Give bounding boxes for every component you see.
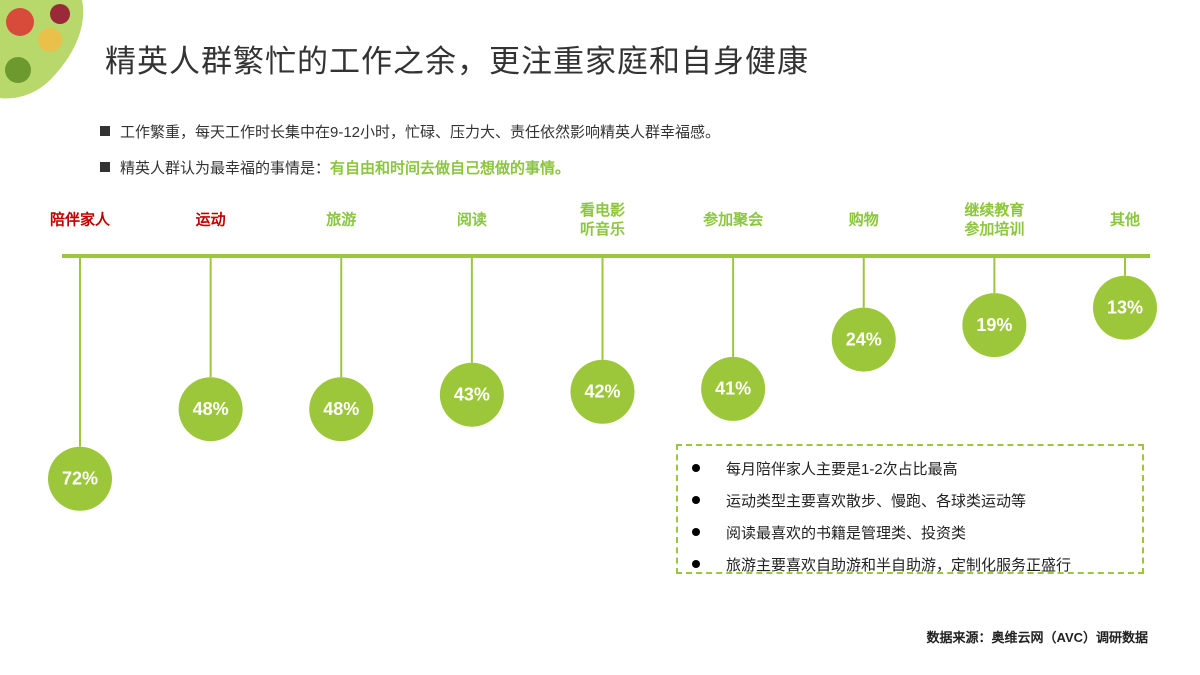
value-label: 48% (323, 399, 359, 419)
note-text: 每月陪伴家人主要是1-2次占比最高 (726, 461, 958, 478)
bullet-text: 精英人群认为最幸福的事情是： (120, 160, 331, 177)
decor-image (0, 0, 84, 99)
note: 每月陪伴家人主要是1-2次占比最高 (692, 458, 1142, 490)
note-text: 旅游主要喜欢自助游和半自助游，定制化服务正盛行 (726, 557, 1072, 574)
note-text: 运动类型主要喜欢散步、慢跑、各球类运动等 (726, 493, 1027, 510)
value-bubble (48, 446, 112, 511)
value-label: 19% (976, 315, 1012, 335)
bullet: 工作繁重，每天工作时长集中在9-12小时，忙碌、压力大、责任依然影响精英人群幸福… (100, 121, 720, 142)
category-label: 旅游 (326, 211, 357, 229)
category-label: 参加聚会 (703, 211, 764, 229)
value-label: 48% (193, 399, 229, 419)
value-label: 42% (584, 382, 620, 402)
category-label: 阅读 (456, 211, 487, 229)
category-label: 运动 (195, 211, 226, 229)
value-bubble (178, 377, 243, 442)
value-label: 13% (1107, 297, 1143, 317)
value-bubble (570, 359, 635, 424)
category-label: 其他 (1109, 211, 1140, 229)
category-label: 购物 (848, 211, 879, 229)
bullet: 精英人群认为最幸福的事情是：有自由和时间去做自己想做的事情。 (100, 157, 570, 178)
value-label: 43% (454, 384, 490, 404)
note-text: 阅读最喜欢的书籍是管理类、投资类 (726, 525, 967, 542)
value-label: 24% (846, 329, 882, 349)
source: 数据来源：奥维云网（AVC）调研数据 (926, 630, 1148, 645)
value-bubble (439, 362, 504, 427)
bullet-text: 工作繁重，每天工作时长集中在9-12小时，忙碌、压力大、责任依然影响精英人群幸福… (120, 124, 721, 141)
title: 精英人群繁忙的工作之余，更注重家庭和自身健康 (105, 44, 809, 79)
note: 运动类型主要喜欢散步、慢跑、各球类运动等 (692, 490, 1142, 522)
note: 阅读最喜欢的书籍是管理类、投资类 (692, 522, 1142, 554)
value-bubble (701, 356, 766, 421)
value-bubble (962, 293, 1027, 358)
notes-box: 每月陪伴家人主要是1-2次占比最高 运动类型主要喜欢散步、慢跑、各球类运动等 阅… (676, 444, 1144, 574)
category-label: 看电影 听音乐 (579, 202, 625, 238)
value-label: 72% (62, 469, 98, 489)
value-label: 41% (715, 379, 751, 399)
value-bubble (309, 377, 374, 442)
note: 旅游主要喜欢自助游和半自助游，定制化服务正盛行 (692, 554, 1142, 586)
category-label: 陪伴家人 (49, 211, 110, 229)
category-label: 继续教育 参加培训 (964, 202, 1025, 238)
value-bubble (1093, 275, 1157, 340)
bullet-highlight: 有自由和时间去做自己想做的事情。 (330, 160, 571, 177)
value-bubble (831, 307, 896, 372)
